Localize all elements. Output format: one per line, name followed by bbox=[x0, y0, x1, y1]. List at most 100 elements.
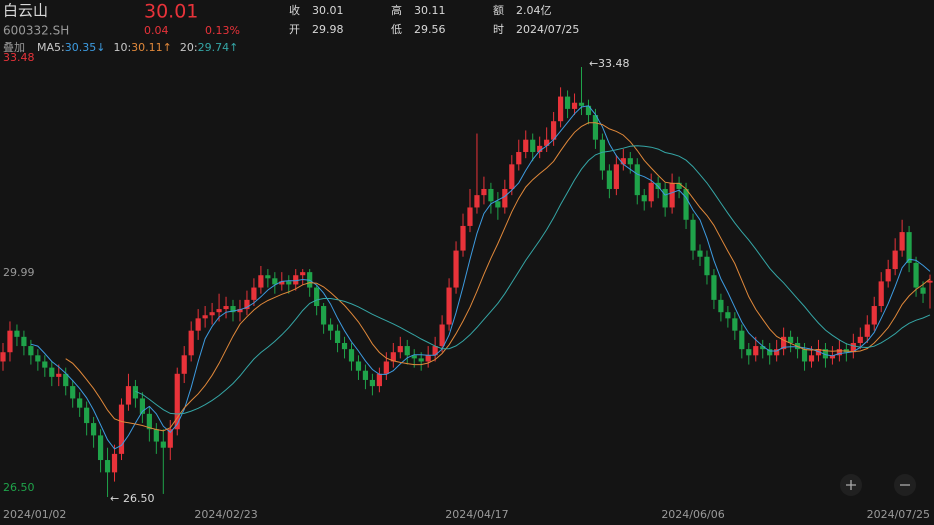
candle-body bbox=[7, 330, 13, 353]
candle-body bbox=[815, 349, 822, 356]
candle-body bbox=[446, 287, 452, 325]
zoom-out[interactable] bbox=[894, 474, 916, 496]
candle-body bbox=[244, 299, 250, 310]
candle-body bbox=[258, 275, 264, 288]
candle-body bbox=[808, 355, 815, 362]
candle-body bbox=[84, 407, 90, 424]
candle-body bbox=[781, 336, 787, 350]
candle-body bbox=[300, 272, 306, 276]
candle-body bbox=[697, 250, 703, 257]
candle-body bbox=[662, 188, 668, 208]
candle-body bbox=[760, 346, 766, 350]
candle-body bbox=[432, 346, 438, 356]
candle-body bbox=[571, 102, 578, 109]
candle-body bbox=[104, 460, 111, 473]
candle-body bbox=[35, 355, 41, 362]
candle-body bbox=[732, 318, 738, 331]
candle-body bbox=[634, 164, 640, 196]
candle-body bbox=[704, 256, 710, 276]
candle-body bbox=[599, 139, 606, 171]
candle-body bbox=[369, 379, 376, 387]
price: 30.01 bbox=[144, 1, 198, 23]
candle-body bbox=[801, 349, 808, 362]
candle-body bbox=[230, 306, 236, 313]
stat-label: 低 bbox=[391, 23, 402, 36]
candle-body bbox=[174, 373, 180, 430]
ma-arrow: ↓ bbox=[96, 41, 105, 54]
candle-body bbox=[509, 164, 515, 189]
candle-body bbox=[341, 342, 348, 350]
ma-legend: 10:30.11↑ bbox=[113, 41, 171, 54]
stat-label: 开 bbox=[289, 23, 300, 36]
stat-label: 额 bbox=[493, 4, 504, 17]
candle-body bbox=[864, 324, 870, 337]
ma-line bbox=[135, 145, 931, 415]
candle-body bbox=[746, 349, 752, 356]
candle-body bbox=[334, 330, 341, 343]
candle-body bbox=[690, 219, 696, 251]
candle-body bbox=[850, 342, 856, 353]
candle-body bbox=[390, 352, 396, 362]
candle-body bbox=[920, 287, 926, 294]
annotation-arrow: ← bbox=[110, 492, 119, 505]
x-tick-label: 2024/07/25 bbox=[867, 508, 930, 521]
candle-body bbox=[544, 139, 550, 146]
candle-body bbox=[286, 281, 292, 285]
stat-value: 2024/07/25 bbox=[516, 23, 579, 36]
candle-body bbox=[49, 367, 55, 377]
candle-body bbox=[125, 386, 132, 405]
candle-body bbox=[711, 275, 717, 300]
stat-value: 29.56 bbox=[414, 23, 446, 36]
candle-body bbox=[195, 318, 201, 331]
candle-body bbox=[739, 330, 745, 350]
stat-value: 30.11 bbox=[414, 4, 446, 17]
candle-body bbox=[411, 355, 417, 359]
ma-label: 10: bbox=[113, 41, 131, 54]
candle-body bbox=[56, 373, 62, 377]
candle-body bbox=[209, 312, 215, 316]
candle-body bbox=[139, 398, 145, 414]
candle-body bbox=[829, 355, 836, 359]
candle-body bbox=[620, 158, 626, 165]
ma-arrow: ↑ bbox=[163, 41, 172, 54]
zoom-in[interactable] bbox=[840, 474, 862, 496]
candle-body bbox=[836, 349, 842, 356]
overlay[interactable]: 叠加 bbox=[3, 41, 25, 54]
ma-legend: 20:29.74↑ bbox=[180, 41, 238, 54]
candle-body bbox=[439, 324, 445, 347]
candle-body bbox=[376, 373, 382, 387]
candle-body bbox=[355, 361, 362, 371]
candle-body bbox=[523, 139, 529, 153]
candle-body bbox=[899, 232, 905, 251]
candle-body bbox=[28, 346, 34, 356]
candle-body bbox=[293, 275, 299, 285]
candle-body bbox=[14, 330, 20, 337]
candle-body bbox=[63, 373, 69, 387]
candle-body bbox=[502, 188, 508, 208]
candle-body bbox=[272, 278, 278, 285]
candle-body bbox=[77, 398, 83, 408]
candle-body bbox=[788, 336, 794, 343]
candle-body bbox=[362, 370, 369, 380]
candle-body bbox=[530, 139, 536, 153]
candle-body bbox=[557, 96, 564, 122]
candle-body bbox=[537, 145, 543, 153]
candle-body bbox=[237, 309, 243, 313]
candle-body bbox=[425, 355, 431, 362]
candle-body bbox=[397, 346, 403, 353]
candle-body bbox=[753, 346, 759, 356]
candle-body bbox=[725, 312, 731, 319]
candle-body bbox=[146, 413, 152, 430]
x-tick-label: 2024/01/02 bbox=[3, 508, 66, 521]
candle-body bbox=[913, 262, 919, 288]
candle-body bbox=[132, 386, 139, 399]
candle-body bbox=[460, 225, 466, 251]
candle-body bbox=[111, 453, 118, 473]
ma-label: 20: bbox=[180, 41, 198, 54]
candle-body bbox=[314, 287, 320, 307]
candle-body bbox=[927, 280, 933, 283]
candle-body bbox=[585, 105, 592, 116]
candle-body bbox=[578, 102, 585, 106]
